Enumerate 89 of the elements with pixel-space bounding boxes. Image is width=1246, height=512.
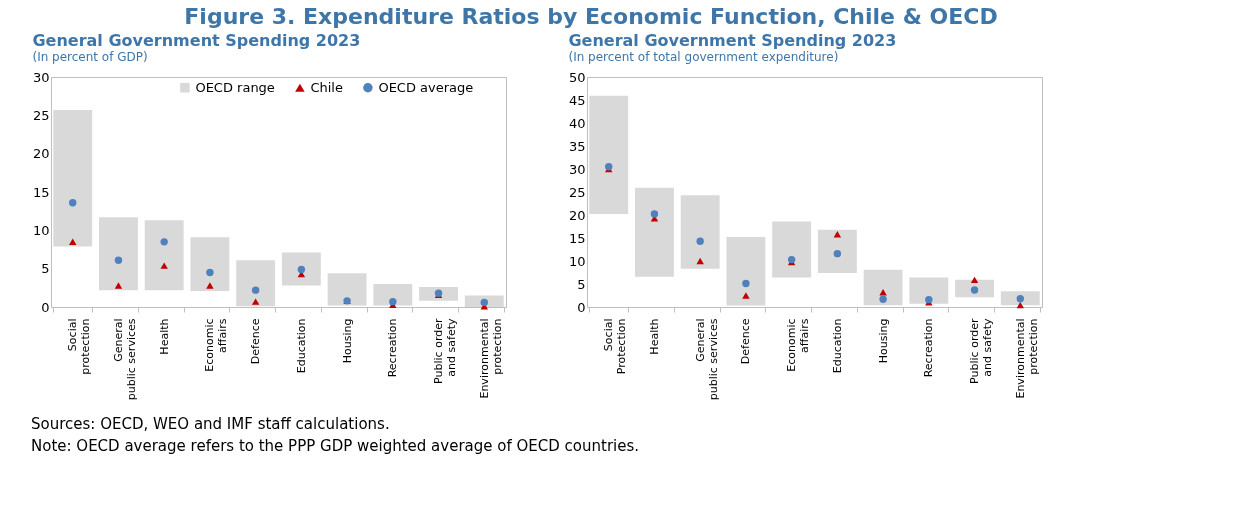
y-tick-label: 20 xyxy=(568,207,586,223)
x-tick-label: Social protection xyxy=(66,318,93,375)
bar xyxy=(281,252,321,286)
y-tick-label: 15 xyxy=(568,230,586,246)
chart-title: General Government Spending 2023 xyxy=(568,31,897,50)
bar xyxy=(635,187,674,277)
x-tick-label: Defence xyxy=(249,318,263,365)
y-tick-label: 25 xyxy=(568,184,586,200)
x-tick-label: Recreation xyxy=(386,318,400,378)
caption: Figure 3. Expenditure Ratios by Economic Function, Chile & OECD xyxy=(184,3,998,29)
y-tick-label: 5 xyxy=(577,276,586,292)
point xyxy=(742,292,750,299)
point xyxy=(696,237,704,245)
point xyxy=(650,210,659,218)
point xyxy=(69,238,77,246)
point xyxy=(970,286,979,294)
text: Note: OECD average refers to the PPP GDP weighted average of OECD countries. xyxy=(31,437,640,455)
x-tick-label: Health xyxy=(157,318,171,355)
point xyxy=(251,298,260,305)
legend-label: Chile xyxy=(310,79,343,95)
y-tick-label: 15 xyxy=(32,184,50,200)
y-tick-label: 10 xyxy=(32,222,50,238)
point xyxy=(925,295,933,304)
y-tick-label: 30 xyxy=(568,161,586,177)
y-tick-label: 40 xyxy=(568,115,586,131)
point xyxy=(114,282,123,289)
bar xyxy=(419,287,458,301)
point xyxy=(879,295,887,303)
bar xyxy=(772,221,812,278)
x-tick-label: General public services xyxy=(693,318,720,401)
bar xyxy=(589,95,629,215)
point xyxy=(833,231,842,238)
point xyxy=(160,238,168,246)
point xyxy=(480,298,488,307)
legend-label: OECD range xyxy=(195,79,275,95)
x-tick-label: Defence xyxy=(739,318,753,365)
x-tick-label: Recreation xyxy=(922,318,936,378)
x-tick-label: Economic affairs xyxy=(203,318,230,372)
legend-label: OECD average xyxy=(378,79,474,95)
y-tick-label: 30 xyxy=(32,69,50,85)
point xyxy=(251,286,260,294)
point xyxy=(696,257,704,265)
point xyxy=(742,279,750,288)
y-tick-label: 10 xyxy=(568,253,586,269)
x-tick-label: Education xyxy=(294,318,308,374)
x-tick-label: Education xyxy=(830,318,844,374)
bar xyxy=(909,277,949,304)
y-tick-label: 0 xyxy=(577,299,586,315)
bar xyxy=(726,237,766,306)
source-note: Sources: OECD, WEO and IMF staff calculations. xyxy=(31,415,390,433)
point xyxy=(69,199,77,207)
point xyxy=(114,256,123,264)
y-tick-label: 0 xyxy=(41,299,50,315)
y-tick-label: 35 xyxy=(568,138,586,154)
x-tick-label: Public order and safety xyxy=(968,318,995,384)
x-tick-label: Housing xyxy=(876,318,890,364)
bar xyxy=(373,284,413,306)
point xyxy=(206,282,214,289)
point xyxy=(833,249,842,258)
y-tick-label: 50 xyxy=(568,69,586,85)
x-tick-label: Social Protection xyxy=(602,318,629,375)
y-tick-label: 5 xyxy=(41,261,50,277)
y-tick-label: 25 xyxy=(32,107,50,123)
point xyxy=(1016,295,1024,303)
point xyxy=(297,265,306,274)
bar xyxy=(1000,291,1040,306)
bar xyxy=(236,260,276,307)
bar xyxy=(955,279,994,298)
bar xyxy=(53,109,93,247)
x-tick-label: Health xyxy=(647,318,661,355)
x-tick-label: Housing xyxy=(340,318,354,364)
y-tick-label: 45 xyxy=(568,92,586,108)
bar xyxy=(327,273,367,306)
point xyxy=(389,297,397,306)
point xyxy=(970,276,979,284)
point xyxy=(160,262,168,269)
bar xyxy=(680,195,720,269)
chart-subtitle: (In percent of GDP) xyxy=(32,50,148,64)
chart-subtitle: (In percent of total government expenditure) xyxy=(568,50,839,64)
point xyxy=(206,268,214,277)
y-tick-label: 20 xyxy=(32,146,50,162)
bar xyxy=(817,229,857,273)
x-tick-label: Public order and safety xyxy=(432,318,459,384)
bar xyxy=(99,217,138,291)
bar xyxy=(144,220,184,291)
chart-title: General Government Spending 2023 xyxy=(32,31,361,50)
bar xyxy=(190,237,230,291)
bar xyxy=(863,269,903,306)
x-tick-label: Economic affairs xyxy=(785,318,812,372)
